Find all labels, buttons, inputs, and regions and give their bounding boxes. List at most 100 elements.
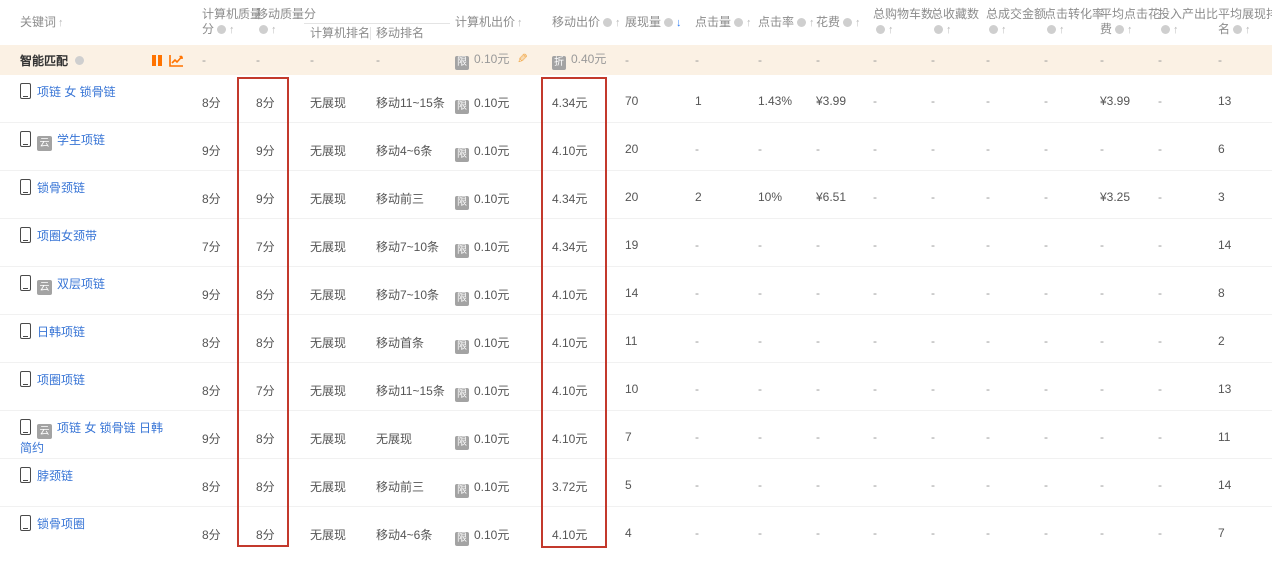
help-icon[interactable] — [1233, 25, 1243, 34]
cell-value: - — [1100, 526, 1104, 540]
keyword-cell: 项圈项链 — [0, 363, 190, 390]
cell-value: - — [873, 190, 877, 204]
col-header-total-favorites[interactable]: 总收藏数 ↑ — [926, 0, 982, 45]
cell-favorites: - — [926, 123, 982, 156]
col-header-label: 费 — [1100, 22, 1113, 36]
col-header-avg-rank[interactable]: 平均展现排名 ↑ — [1210, 0, 1272, 45]
sort-asc-icon[interactable]: ↑ — [58, 17, 64, 29]
cell-pc-quality: 8分 — [190, 171, 252, 207]
sort-asc-icon[interactable]: ↑ — [809, 17, 815, 29]
sort-asc-icon[interactable]: ↑ — [946, 24, 952, 36]
cell-value: - — [931, 142, 935, 156]
cell-value: 10% — [758, 190, 783, 204]
help-icon[interactable] — [217, 25, 227, 34]
help-icon[interactable] — [843, 18, 853, 27]
help-icon[interactable] — [734, 18, 744, 27]
cell-carts: - — [868, 53, 926, 67]
trend-chart-icon[interactable] — [169, 54, 184, 67]
keyword-link[interactable]: 项圈女颈带 — [37, 229, 98, 243]
keyword-link[interactable]: 项链 女 锁骨链 日韩 简约 — [20, 421, 164, 455]
help-icon[interactable] — [876, 25, 885, 34]
cell-carts: - — [868, 459, 926, 492]
cell-carts: - — [868, 171, 926, 204]
col-header-pc-bid[interactable]: 计算机出价 ↑ — [450, 0, 540, 45]
col-header-ctr[interactable]: 点击率 ↑ — [750, 0, 815, 45]
sort-asc-icon[interactable]: ↑ — [855, 17, 861, 29]
sort-asc-icon[interactable]: ↑ — [1127, 24, 1133, 36]
col-header-avg-cpc[interactable]: 平均点击花费 ↑ — [1096, 0, 1160, 45]
col-header-click-cvr[interactable]: 点击转化率 ↑ — [1040, 0, 1104, 45]
keyword-link[interactable]: 锁骨项圈 — [37, 517, 86, 531]
cell-value: 20 — [625, 190, 639, 204]
col-header-cost[interactable]: 花费 ↑ — [812, 0, 868, 45]
help-icon[interactable] — [797, 18, 807, 27]
cell-value: - — [1100, 334, 1104, 348]
bid-limit-badge-icon: 限 — [455, 436, 469, 450]
sort-asc-icon[interactable]: ↑ — [1001, 24, 1007, 36]
col-header-total-gmv[interactable]: 总成交金额 ↑ — [982, 0, 1046, 45]
sort-asc-icon[interactable]: ↑ — [229, 24, 235, 36]
sort-asc-icon[interactable]: ↑ — [271, 24, 277, 36]
bid-discount-badge-icon: 折 — [552, 56, 566, 70]
cell-pc-bid: 限 0.10元 — [450, 75, 540, 114]
sort-asc-icon[interactable]: ↑ — [1173, 24, 1179, 36]
cell-favorites: - — [926, 53, 982, 67]
col-header-total-carts[interactable]: 总购物车数 ↑ — [868, 0, 933, 45]
sort-asc-icon[interactable]: ↑ — [1245, 24, 1251, 36]
sort-asc-icon[interactable]: ↑ — [615, 17, 621, 29]
cell-mobile-bid: 4.34元 — [540, 171, 615, 207]
col-header-mobile-bid[interactable]: 移动出价 ↑ — [540, 0, 621, 45]
col-header-keyword[interactable]: 关键词 ↑ — [0, 0, 190, 45]
col-header-pc-quality[interactable]: 计算机质量分 ↑ — [190, 0, 262, 45]
sort-desc-icon[interactable]: ↓ — [676, 17, 682, 29]
col-header-mobile-quality[interactable]: 移动质量分 ↑ — [252, 0, 316, 45]
help-icon[interactable] — [1115, 25, 1125, 34]
keyword-link[interactable]: 学生项链 — [57, 133, 106, 147]
cell-avg-cpc: - — [1096, 459, 1154, 492]
sort-asc-icon[interactable]: ↑ — [517, 17, 523, 29]
cell-clicks: - — [688, 459, 750, 492]
col-header-clicks[interactable]: 点击量 ↑ — [688, 0, 752, 45]
col-header-roi[interactable]: 投入产出比 ↑ — [1154, 0, 1218, 45]
sort-asc-icon[interactable]: ↑ — [888, 24, 894, 36]
cell-favorites: - — [926, 267, 982, 300]
keyword-link[interactable]: 脖颈链 — [37, 469, 74, 483]
cell-value: 8分 — [256, 96, 275, 110]
help-icon[interactable] — [1047, 25, 1056, 34]
cell-pc-bid: 限 0.10元 — [450, 219, 540, 258]
cell-impressions: - — [615, 53, 688, 67]
help-icon[interactable] — [989, 25, 998, 34]
cell-cvr: - — [1040, 75, 1096, 108]
cell-value: - — [931, 526, 935, 540]
help-icon[interactable] — [75, 55, 85, 65]
keyword-link[interactable]: 项链 女 锁骨链 — [37, 85, 116, 99]
cell-roi: - — [1154, 171, 1210, 204]
cell-value: - — [873, 478, 877, 492]
cell-avg-cpc: - — [1096, 411, 1154, 444]
keyword-link[interactable]: 日韩项链 — [37, 325, 86, 339]
keyword-link[interactable]: 双层项链 — [57, 277, 106, 291]
sort-asc-icon[interactable]: ↑ — [746, 17, 752, 29]
cell-value: 19 — [625, 238, 639, 252]
smart-match-row: 智能匹配 - - - - 限 0.10元 ✎ 折 0.40元 - - - - - - - - - - - — [0, 45, 1272, 75]
cell-value: - — [986, 430, 990, 444]
help-icon[interactable] — [664, 18, 674, 27]
cell-value: - — [986, 382, 990, 396]
cell-value: - — [873, 334, 877, 348]
cell-value: 1.43% — [758, 94, 793, 108]
col-header-impressions[interactable]: 展现量 ↓ — [615, 0, 688, 45]
help-icon[interactable] — [259, 25, 268, 34]
pause-icon[interactable] — [152, 54, 162, 66]
keyword-link[interactable]: 锁骨颈链 — [37, 181, 86, 195]
cell-avg-cpc: - — [1096, 315, 1154, 348]
sort-asc-icon[interactable]: ↑ — [1059, 24, 1065, 36]
keyword-link[interactable]: 项圈项链 — [37, 373, 86, 387]
help-icon[interactable] — [934, 25, 943, 34]
cell-avg-rank: 3 — [1210, 171, 1272, 204]
help-icon[interactable] — [1161, 25, 1170, 34]
help-icon[interactable] — [603, 18, 613, 27]
cell-gmv: - — [982, 363, 1040, 396]
cell-pc-quality: 8分 — [190, 315, 252, 351]
edit-bid-icon[interactable]: ✎ — [517, 51, 529, 66]
cell-clicks: - — [688, 411, 750, 444]
